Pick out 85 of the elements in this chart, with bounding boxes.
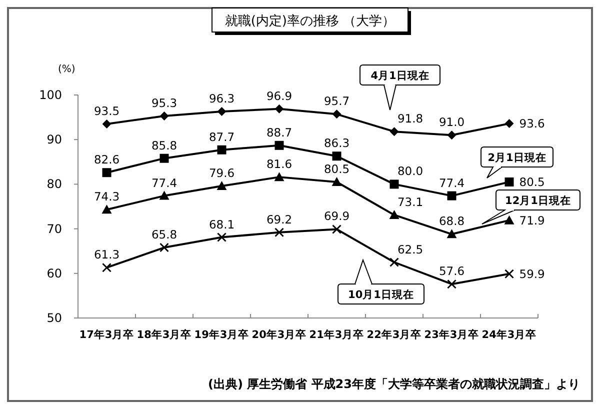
- data-label: 69.9: [324, 209, 350, 224]
- data-label: 57.6: [438, 264, 465, 278]
- data-label: 86.3: [324, 136, 350, 150]
- point: [216, 180, 227, 190]
- y-tick-label: 100: [39, 88, 62, 102]
- data-label: 85.8: [151, 138, 178, 152]
- y-tick-label: 60: [46, 266, 62, 280]
- point: [504, 119, 514, 128]
- point: [390, 180, 399, 189]
- series-label: 2月1日現在: [488, 151, 546, 164]
- point: [274, 172, 284, 182]
- data-label: 68.8: [438, 214, 465, 228]
- point: [504, 269, 514, 279]
- data-label: 96.3: [208, 92, 235, 106]
- x-tick-label: 18年3月卒: [136, 328, 192, 341]
- data-label: 77.4: [151, 176, 178, 190]
- point: [447, 130, 456, 140]
- text: (出典) 厚生労働省 平成23年度「大学等卒業者の就職状況調査」より: [208, 377, 580, 391]
- data-label: 79.6: [208, 166, 235, 180]
- y-axis-title: (%): [58, 64, 76, 75]
- y-tick-label: 90: [46, 132, 62, 147]
- point: [217, 107, 226, 116]
- point: [102, 119, 112, 128]
- data-label: 88.7: [266, 125, 292, 140]
- data-label: 91.0: [438, 115, 465, 130]
- y-tick-label: 80: [46, 177, 62, 192]
- x-tick-label: 19年3月卒: [194, 328, 250, 341]
- x-tick-label: 22年3月卒: [366, 328, 422, 341]
- point: [160, 154, 169, 163]
- point: [274, 228, 284, 238]
- point: [390, 258, 399, 267]
- data-label: 65.8: [151, 228, 178, 242]
- x-tick-label: 21年3月卒: [309, 328, 364, 341]
- data-label: 82.6: [94, 152, 120, 167]
- legend-label: 10月1日現在: [348, 288, 414, 301]
- data-label: 74.3: [94, 190, 120, 204]
- point: [102, 204, 112, 214]
- data-label: 68.1: [208, 217, 235, 232]
- point: [332, 152, 342, 161]
- data-label: 69.2: [266, 212, 292, 226]
- point: [332, 224, 342, 234]
- point: [332, 110, 342, 119]
- point: [389, 210, 400, 219]
- data-label: 71.9: [519, 213, 545, 228]
- point: [274, 140, 284, 150]
- x-tick-label: 24年3月卒: [482, 328, 537, 341]
- data-label: 80.0: [397, 164, 424, 178]
- point: [447, 191, 456, 200]
- point: [160, 111, 169, 120]
- data-label: 77.4: [438, 176, 465, 190]
- point: [390, 127, 399, 136]
- point: [332, 176, 342, 186]
- series-label: 12月1日現在: [505, 194, 571, 207]
- data-label: 87.7: [208, 130, 235, 144]
- data-label: 80.5: [519, 174, 545, 189]
- data-label: 93.6: [519, 116, 545, 131]
- data-label: 61.3: [94, 248, 120, 262]
- data-label: 59.9: [519, 266, 545, 281]
- text: 4月1日現在: [370, 69, 430, 82]
- point: [102, 262, 112, 272]
- point: [217, 145, 226, 154]
- data-label: 80.5: [324, 162, 350, 176]
- chart-title: 就職(内定)率の推移 （大学）: [224, 13, 396, 29]
- data-label: 81.6: [266, 157, 292, 172]
- x-tick-label: 23年3月卒: [424, 328, 480, 341]
- x-tick-label: 17年3月卒: [79, 328, 134, 341]
- point: [160, 242, 169, 252]
- data-label: 62.5: [397, 242, 424, 256]
- point: [447, 279, 456, 289]
- y-tick-label: 50: [46, 311, 62, 325]
- point: [446, 229, 457, 238]
- point: [217, 232, 226, 242]
- data-label: 73.1: [397, 194, 424, 209]
- data-label: 95.3: [151, 96, 178, 110]
- point: [274, 104, 284, 114]
- point: [102, 168, 112, 178]
- data-label: 93.5: [94, 104, 120, 118]
- x-tick-label: 20年3月卒: [252, 328, 307, 341]
- y-tick-label: 70: [46, 222, 62, 236]
- data-label: 96.9: [266, 88, 292, 103]
- data-label: 95.7: [324, 94, 350, 108]
- point: [504, 177, 514, 186]
- data-label: 91.8: [397, 112, 424, 126]
- point: [159, 190, 170, 200]
- point: [504, 215, 514, 224]
